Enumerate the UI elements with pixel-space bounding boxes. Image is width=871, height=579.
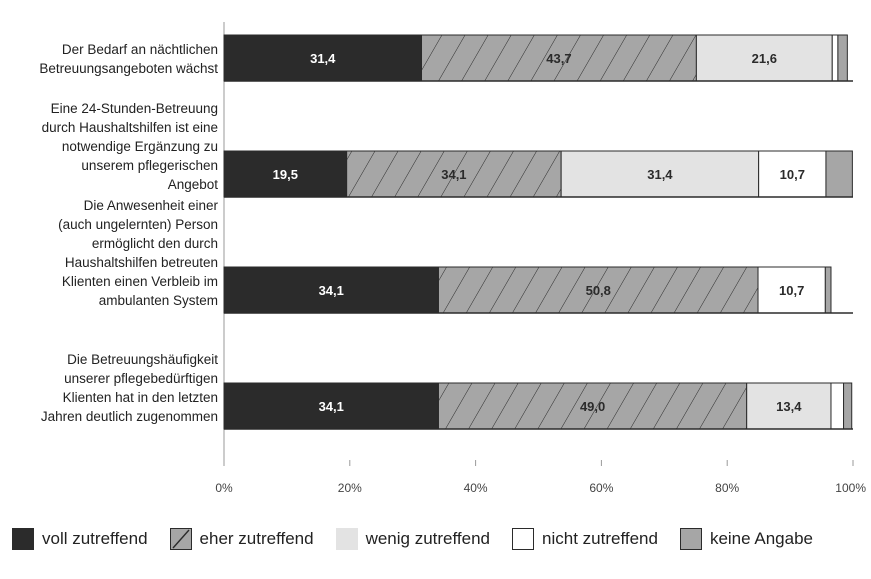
bar-segment [560, 150, 760, 198]
category-label: Die Betreuungshäufigkeit unserer pflegebe… [41, 352, 218, 424]
legend-swatch [169, 528, 192, 550]
bar-segment [830, 382, 845, 430]
bar-segment [421, 34, 697, 82]
bars [223, 34, 853, 430]
bar-segment [437, 266, 759, 314]
data-labels: 31,4 43,7 21,6 19,5 34,1 31,4 10,7 34,1 50,8 10,7… [273, 51, 805, 414]
bar-segment [824, 266, 832, 314]
legend-item: eher zutreffend [169, 528, 314, 550]
category-label: Eine 24-Stunden-Betreuung durch Haushalts… [42, 101, 219, 192]
x-tick-label: 0% [215, 481, 233, 495]
bar-segment [843, 382, 853, 430]
legend-label: nicht zutreffend [542, 529, 658, 548]
category-labels: Der Bedarf an nächtlichen Betreuungsangeb… [39, 42, 218, 424]
bar-segment [825, 150, 853, 198]
legend-swatch [12, 528, 34, 550]
bar-segment [837, 34, 848, 82]
x-tick-label: 80% [715, 481, 739, 495]
legend-item: nicht zutreffend [512, 528, 658, 550]
legend-label: wenig zutreffend [365, 529, 491, 548]
bar-segment [758, 150, 827, 198]
x-tick-label: 20% [338, 481, 362, 495]
bar-value-label: 49,0 [580, 399, 605, 414]
bar-value-label: 21,6 [752, 51, 777, 66]
bar-value-label: 31,4 [647, 167, 673, 182]
legend-label: voll zutreffend [42, 529, 148, 548]
legend-label: keine Angabe [709, 529, 813, 548]
legend: voll zutreffend eher zutreffend wenig zutr… [12, 527, 813, 551]
legend-label: eher zutreffend [199, 529, 314, 548]
legend-swatch [512, 528, 535, 550]
category-label: Die Anwesenheit einer (auch ungelernten) … [58, 198, 218, 308]
x-tick-label: 40% [464, 481, 488, 495]
bar-value-label: 10,7 [779, 283, 804, 298]
legend-item: wenig zutreffend [335, 528, 491, 550]
legend-swatch [679, 528, 702, 550]
legend-item: keine Angabe [679, 528, 813, 550]
bar-segment [831, 34, 839, 82]
x-ticks: 0% 20% 40% 60% 80% 100% [215, 460, 866, 495]
bar-segment [437, 382, 748, 430]
bar-segment [223, 150, 348, 198]
bar-value-label: 34,1 [319, 399, 344, 414]
bar-value-label: 34,1 [441, 167, 466, 182]
category-label: Der Bedarf an nächtlichen Betreuungsangeb… [39, 42, 218, 76]
bar-value-label: 34,1 [319, 283, 344, 298]
bar-value-label: 43,7 [546, 51, 571, 66]
bar-value-label: 13,4 [776, 399, 802, 414]
bar-value-label: 50,8 [586, 283, 611, 298]
bar-segment [757, 266, 826, 314]
bar-segment [223, 382, 439, 430]
bar-value-label: 19,5 [273, 167, 298, 182]
x-tick-label: 100% [835, 481, 866, 495]
bar-value-label: 31,4 [310, 51, 336, 66]
bar-value-label: 10,7 [780, 167, 805, 182]
legend-item: voll zutreffend [12, 528, 148, 550]
x-tick-label: 60% [589, 481, 613, 495]
legend-swatch [335, 528, 358, 550]
bar-segment [223, 266, 439, 314]
